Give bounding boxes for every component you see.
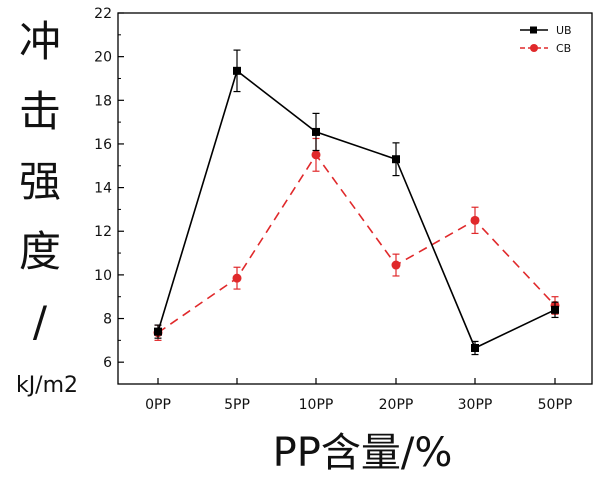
y-tick-label: 22: [94, 6, 112, 22]
y-axis-label-char-5: /: [32, 297, 48, 346]
x-tick-label: 50PP: [538, 397, 573, 413]
x-tick-label: 0PP: [145, 397, 171, 413]
series-line-cb: [157, 153, 556, 334]
legend-label-cb: CB: [556, 42, 571, 55]
data-point-ub: [392, 155, 400, 164]
data-point-ub: [312, 127, 320, 136]
data-point-ub: [471, 343, 479, 352]
y-tick-label: 6: [103, 355, 112, 371]
legend-label-ub: UB: [556, 24, 572, 37]
x-tick-label: 10PP: [299, 397, 334, 413]
data-point-cb: [311, 150, 321, 160]
y-tick-label: 14: [94, 181, 112, 197]
y-axis-label-char-1: 冲: [18, 17, 61, 66]
data-point-ub: [154, 327, 162, 336]
y-axis-label-char-2: 击: [18, 87, 61, 136]
y-tick-label: 20: [94, 50, 112, 66]
data-point-cb: [470, 215, 480, 225]
axes-frame: [117, 12, 593, 385]
data-point-ub: [233, 66, 241, 75]
data-point-cb: [232, 273, 242, 283]
y-axis-label-char-4: 度: [18, 227, 61, 276]
x-axis-label: PP含量/%: [272, 430, 453, 476]
y-tick-label: 8: [103, 312, 112, 328]
y-tick-label: 16: [94, 137, 112, 153]
legend-marker-cb: [530, 44, 538, 52]
x-tick-label: 30PP: [458, 397, 493, 413]
y-axis-label-char-3: 强: [18, 157, 61, 206]
x-tick-label: 20PP: [379, 397, 414, 413]
legend-marker-ub: [530, 26, 537, 34]
y-tick-label: 10: [94, 268, 112, 284]
data-point-ub: [551, 305, 559, 314]
y-tick-label: 12: [94, 224, 112, 240]
series-line-ub: [157, 69, 556, 350]
x-tick-label: 5PP: [224, 397, 250, 413]
data-point-cb: [391, 260, 401, 270]
y-axis-unit-label: kJ/m2: [15, 373, 79, 398]
y-tick-label: 18: [94, 93, 112, 109]
